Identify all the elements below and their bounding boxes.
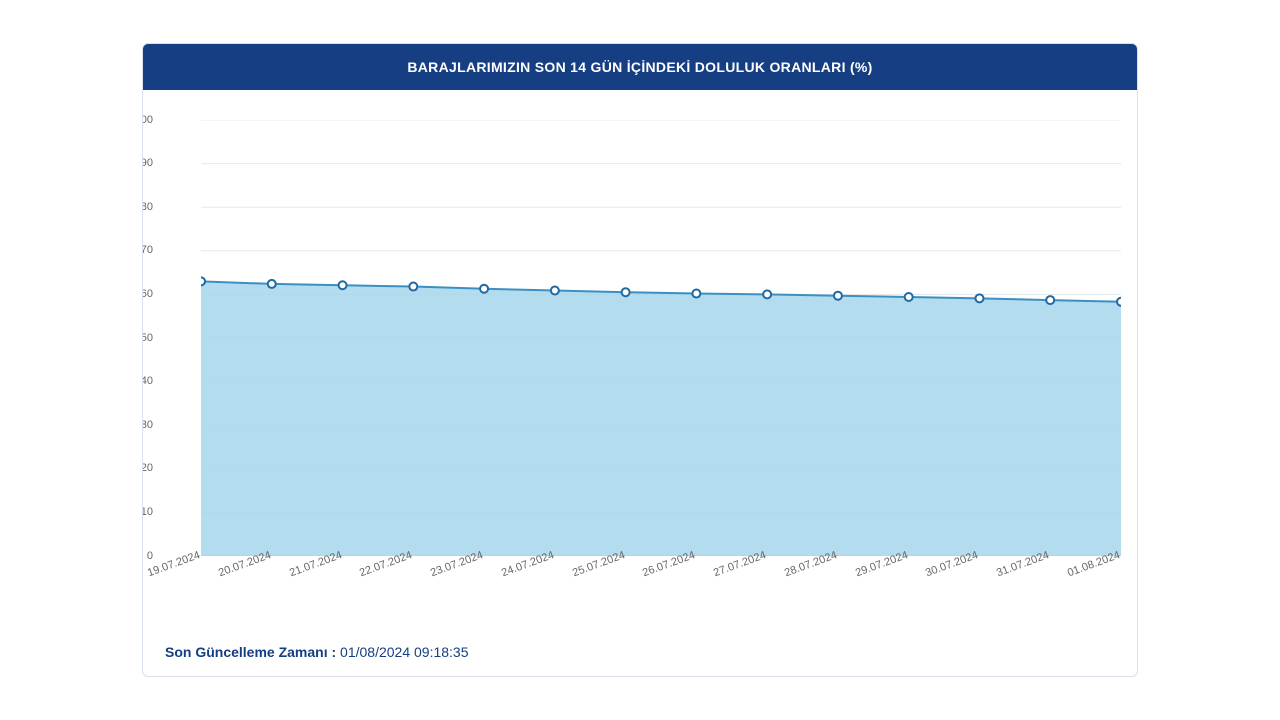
y-tick-label: 10	[142, 506, 153, 518]
last-update-value: 01/08/2024 09:18:35	[336, 644, 468, 660]
y-tick-label: 70	[142, 244, 153, 256]
y-tick-label: 100	[142, 114, 153, 126]
last-update-footer: Son Güncelleme Zamanı : 01/08/2024 09:18…	[165, 644, 469, 660]
last-update-label: Son Güncelleme Zamanı :	[165, 644, 336, 660]
y-tick-label: 50	[142, 332, 153, 344]
y-tick-label: 30	[142, 419, 153, 431]
card-title: BARAJLARIMIZIN SON 14 GÜN İÇİNDEKİ DOLUL…	[143, 44, 1137, 90]
area-chart-svg	[201, 120, 1121, 556]
x-tick-label: 19.07.2024	[146, 549, 202, 579]
y-tick-label: 90	[142, 157, 153, 169]
y-tick-label: 80	[142, 201, 153, 213]
y-tick-label: 40	[142, 375, 153, 387]
y-tick-label: 0	[142, 550, 153, 562]
y-tick-label: 20	[142, 462, 153, 474]
chart-card: BARAJLARIMIZIN SON 14 GÜN İÇİNDEKİ DOLUL…	[142, 43, 1138, 677]
y-tick-label: 60	[142, 288, 153, 300]
chart-plot-area: 0102030405060708090100 19.07.202420.07.2…	[201, 120, 1121, 556]
